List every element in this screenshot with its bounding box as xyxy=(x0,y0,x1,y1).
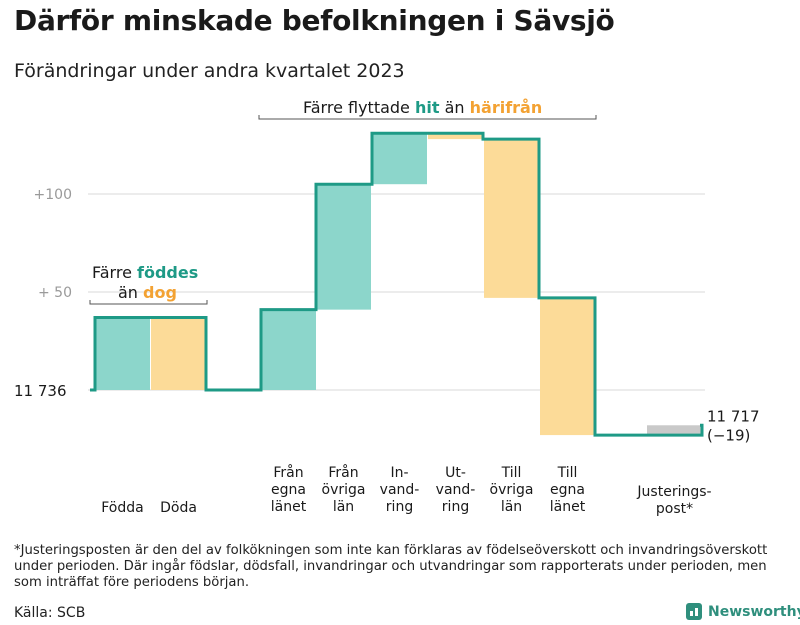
bar-2 xyxy=(261,309,316,390)
chart-subtitle: Förändringar under andra kvartalet 2023 xyxy=(14,60,405,82)
y-tick-label: +100 xyxy=(34,187,72,203)
bar-3 xyxy=(316,184,371,310)
x-tick-label: Döda xyxy=(160,500,197,516)
annotation-bracket-birth xyxy=(89,300,208,305)
chart-title: Därför minskade befolkningen i Sävsjö xyxy=(14,4,615,37)
source-label: Källa: SCB xyxy=(14,605,86,621)
bar-0 xyxy=(95,317,150,390)
bar-chart-icon xyxy=(686,603,702,620)
x-tick-label: Från övriga län xyxy=(322,464,366,515)
bar-8 xyxy=(647,425,702,436)
x-tick-label: Till övriga län xyxy=(490,465,534,515)
end-value-label: 11 717 xyxy=(707,407,760,425)
x-tick-label: Till egna länet xyxy=(550,465,586,515)
bar-6 xyxy=(484,139,539,298)
y-tick-label: + 50 xyxy=(38,285,72,301)
bar-5 xyxy=(428,133,483,140)
x-tick-label: Justerings-post* xyxy=(636,484,711,517)
newsworthy-logo: Newsworthy xyxy=(686,603,800,620)
x-tick-label: Ut-vand-ring xyxy=(436,465,476,515)
annotation-birth-line1: Färre föddes xyxy=(92,263,198,282)
waterfall-chart: +100 + 50 11 736 11 717(−19) Födda Döda Från eg… xyxy=(14,98,760,517)
bar-1 xyxy=(151,317,206,390)
bar-7 xyxy=(540,297,595,436)
footnote: *Justeringsposten är den del av folkökni… xyxy=(14,543,768,590)
annotation-bracket-migration xyxy=(258,115,597,120)
x-tick-label: Från egna länet xyxy=(271,464,307,515)
x-tick-label: In-vand-ring xyxy=(380,465,420,515)
annotation-migration: Färre flyttade hit än härifrån xyxy=(303,98,542,117)
baseline-label: 11 736 xyxy=(14,382,67,400)
annotation-birth-line2: än dog xyxy=(118,283,177,302)
x-tick-label: Födda xyxy=(101,500,143,516)
end-change-label: (−19) xyxy=(707,426,750,444)
bar-4 xyxy=(372,133,427,185)
logo-text: Newsworthy xyxy=(708,603,800,620)
step-line xyxy=(90,131,704,437)
